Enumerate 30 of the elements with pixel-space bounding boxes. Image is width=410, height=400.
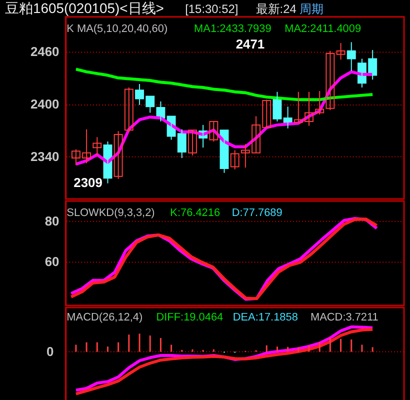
annotation: MA1:2433.7939 bbox=[194, 22, 272, 35]
candlestick bbox=[114, 130, 123, 180]
text: 周期 bbox=[300, 2, 324, 16]
y-tick-label: 2340 bbox=[30, 148, 60, 164]
text: MACD(26,12,4) bbox=[66, 311, 143, 324]
text: 最新:24 bbox=[256, 2, 297, 16]
annotation: D:77.7689 bbox=[232, 206, 282, 219]
annotation: 2471 bbox=[236, 36, 265, 52]
candlestick bbox=[209, 120, 218, 142]
annotation: K MA(5,10,20,40,60) bbox=[66, 22, 168, 35]
candlestick bbox=[336, 42, 346, 60]
y-tick-label: 60 bbox=[44, 254, 60, 269]
line-series bbox=[74, 68, 374, 102]
text: MACD:3.7211 bbox=[310, 311, 378, 324]
candlestick bbox=[326, 50, 335, 111]
annotation: MA2:2411.4009 bbox=[284, 22, 362, 35]
y-tick-label: 2400 bbox=[30, 96, 60, 112]
text: DEA:17.1858 bbox=[232, 311, 298, 324]
candlestick bbox=[124, 86, 134, 132]
ref-line-label: 0 bbox=[46, 344, 54, 359]
text: DIFF:19.0464 bbox=[156, 311, 224, 324]
y-tick-label: 2460 bbox=[30, 44, 60, 60]
candlestick bbox=[92, 136, 102, 156]
annotation: 2309 bbox=[74, 175, 102, 190]
text: [15:30:52] bbox=[185, 2, 238, 16]
y-tick-label: 80 bbox=[44, 214, 60, 229]
annotation: K:76.4216 bbox=[170, 206, 220, 219]
chart-title: 豆粕1605(020105)<日线> bbox=[4, 0, 164, 16]
candlestick bbox=[188, 130, 197, 156]
annotation: SLOWKD(9,3,3,2) bbox=[66, 206, 155, 219]
